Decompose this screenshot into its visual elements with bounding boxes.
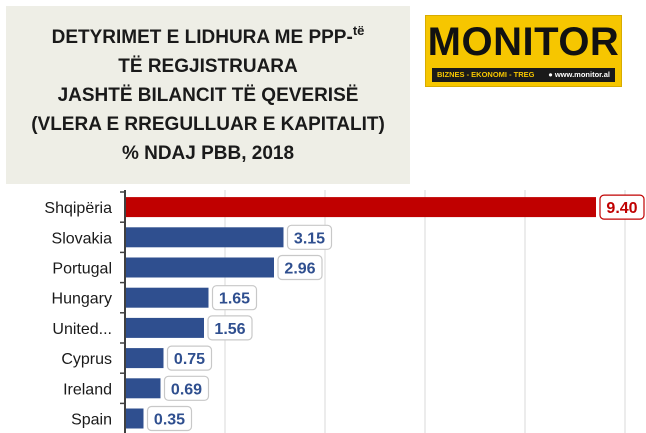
bar <box>126 257 274 278</box>
value-label: 2.96 <box>284 261 315 278</box>
value-label-box <box>599 194 645 220</box>
logo-tagline: BIZNES - EKONOMI - TREG <box>437 70 535 79</box>
title-line-1: DETYRIMET E LIDHURA ME PPP-të <box>52 23 365 52</box>
bar <box>126 348 164 369</box>
bar <box>126 287 209 308</box>
category-label: Hungary <box>52 291 112 308</box>
chart-category-labels: Shqipëria Slovakia Portugal Hungary United..… <box>44 200 112 428</box>
bar <box>126 197 596 218</box>
value-label-box <box>163 375 210 401</box>
value-label: 0.35 <box>154 412 185 429</box>
title-line-1-superscript: të <box>352 22 365 38</box>
value-label-box <box>166 345 213 371</box>
logo-website-text: www.monitor.al <box>554 70 610 79</box>
title-line-4: (VLERA E RREGULLUAR E KAPITALIT) <box>31 113 385 135</box>
bar <box>126 227 284 248</box>
logo-website: ● www.monitor.al <box>548 68 610 82</box>
bar <box>126 378 161 399</box>
category-label: Slovakia <box>52 230 113 247</box>
chart-gridlines <box>224 190 626 433</box>
value-label: 3.15 <box>294 230 325 247</box>
chart-title: DETYRIMET E LIDHURA ME PPP-të TË REGJIST… <box>6 6 410 184</box>
value-label-box <box>277 254 323 281</box>
category-label: United... <box>52 321 112 338</box>
value-label: 1.56 <box>214 321 245 338</box>
value-label-box <box>211 285 258 311</box>
logo-wordmark: MONITOR <box>427 20 620 64</box>
category-label: Shqipëria <box>44 200 112 217</box>
value-label-box <box>286 224 333 250</box>
category-label: Ireland <box>63 381 112 398</box>
category-label: Portugal <box>52 261 112 278</box>
bar <box>126 317 204 338</box>
title-line-1-text: DETYRIMET E LIDHURA ME PPP- <box>51 26 353 48</box>
category-label: Spain <box>71 412 112 429</box>
chart-bars <box>120 191 596 429</box>
monitor-logo: MONITOR BIZNES - EKONOMI - TREG ● www.mo… <box>425 15 622 87</box>
globe-icon: ● <box>548 70 555 79</box>
value-label: 0.75 <box>174 351 205 368</box>
chart-value-labels: 9.40 3.15 2.96 1.65 1.56 0.75 0.69 0.35 <box>146 194 645 432</box>
title-line-3: JASHTË BILANCIT TË QEVERISË <box>57 84 359 106</box>
category-label: Cyprus <box>61 351 112 368</box>
value-label: 9.40 <box>606 200 637 217</box>
logo-tagline-bar: BIZNES - EKONOMI - TREG ● www.monitor.al <box>432 68 615 82</box>
title-line-5: % NDAJ PBB, 2018 <box>121 142 295 164</box>
value-label: 0.69 <box>171 381 202 398</box>
bar <box>126 408 144 429</box>
title-line-2: TË REGJISTRUARA <box>118 55 298 77</box>
value-label-box <box>146 405 193 432</box>
value-label-box <box>207 315 253 341</box>
value-label: 1.65 <box>219 291 250 308</box>
